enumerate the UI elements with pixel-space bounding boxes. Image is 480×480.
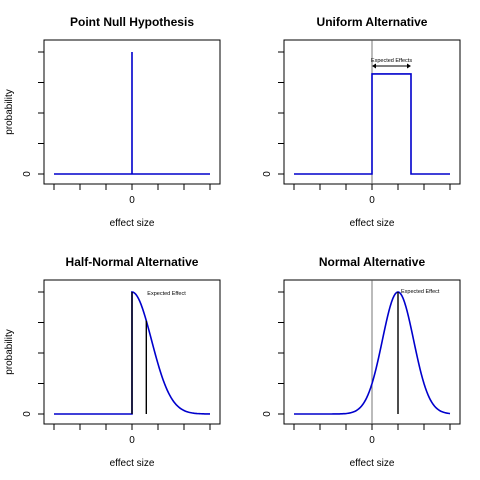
chart-title: Point Null Hypothesis — [70, 15, 194, 29]
x-tick-label: 0 — [129, 435, 135, 446]
y-tick-label: 0 — [262, 411, 273, 417]
panel-1: Point Null Hypothesis 0 0 effect size probab… — [4, 15, 221, 229]
y-axis-ticks — [278, 51, 284, 175]
x-axis-label: effect size — [350, 218, 395, 229]
y-axis-ticks — [38, 51, 44, 175]
chart-title: Uniform Alternative — [317, 15, 428, 29]
y-tick-label: 0 — [22, 411, 33, 417]
x-axis-ticks — [53, 184, 211, 190]
annotation-label: Expected Effect — [147, 291, 186, 297]
panel-2: Uniform Alternative 0 0 effect size Expected… — [262, 15, 461, 229]
y-axis-ticks — [278, 291, 284, 415]
y-tick-label: 0 — [22, 171, 33, 177]
chart-title: Normal Alternative — [319, 255, 426, 269]
x-tick-label: 0 — [369, 435, 375, 446]
panel-3: Half-Normal Alternative 0 0 effect size prob… — [4, 255, 221, 469]
y-axis-label: probability — [4, 89, 15, 135]
y-axis-label: probability — [4, 329, 15, 375]
annotation-label: Expected Effect — [401, 289, 440, 295]
arrow-head-right — [407, 63, 411, 69]
x-axis-label: effect size — [110, 458, 155, 469]
density-curve — [294, 73, 450, 175]
y-axis-ticks — [38, 291, 44, 415]
arrow-head-left — [372, 63, 376, 69]
x-axis-ticks — [293, 424, 451, 430]
density-curve — [54, 291, 211, 415]
panel-4: Normal Alternative 0 0 effect size Expected … — [262, 255, 461, 469]
x-axis-ticks — [293, 184, 451, 190]
x-axis-label: effect size — [110, 218, 155, 229]
annotation-label: Expected Effects — [371, 58, 412, 64]
y-tick-label: 0 — [262, 171, 273, 177]
x-tick-label: 0 — [129, 195, 135, 206]
density-curve — [54, 52, 210, 175]
x-axis-label: effect size — [350, 458, 395, 469]
x-axis-ticks — [53, 424, 211, 430]
x-tick-label: 0 — [369, 195, 375, 206]
chart-title: Half-Normal Alternative — [66, 255, 199, 269]
density-curve — [294, 291, 451, 415]
